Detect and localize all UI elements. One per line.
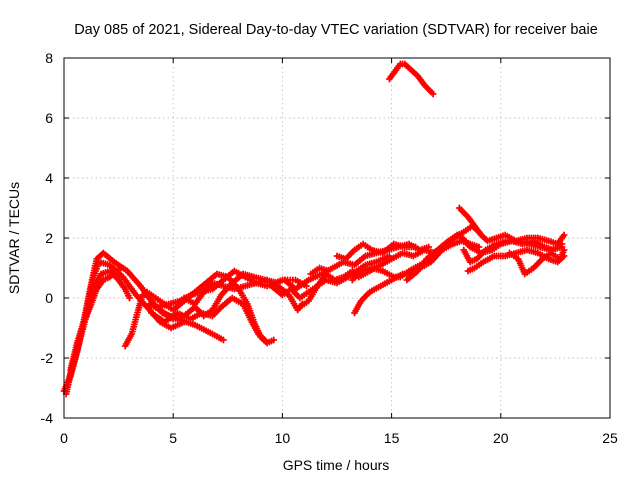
axes-ticks: 0 5 10 15 20 25 -4 -2 0 2 4 6 8 [41, 50, 618, 446]
x-tick-label: 15 [384, 430, 400, 446]
series-pass-14 [333, 240, 420, 263]
data-point-marker [324, 267, 332, 275]
data-point-marker [126, 294, 133, 302]
x-tick-label: 25 [602, 430, 618, 446]
data-point-marker [117, 264, 125, 272]
y-tick-label: 4 [45, 170, 53, 186]
series-pass-04 [67, 264, 125, 374]
data-point-marker [219, 336, 227, 344]
data-point-marker [180, 318, 188, 326]
data-point-marker [270, 336, 278, 344]
data-point-marker [429, 90, 437, 98]
y-tick-label: -4 [41, 410, 54, 426]
series-pass-21 [506, 246, 568, 278]
y-tick-label: 0 [45, 290, 53, 306]
y-tick-label: 8 [45, 50, 53, 66]
series-pass-07 [147, 294, 269, 344]
x-tick-label: 5 [169, 430, 177, 446]
x-tick-label: 0 [60, 430, 68, 446]
y-tick-label: -2 [41, 350, 54, 366]
data-point-marker [560, 231, 568, 239]
data-layer [60, 60, 568, 398]
y-axis-label: SDTVAR / TECUs [6, 182, 22, 294]
data-point-marker [412, 243, 420, 251]
y-tick-label: 6 [45, 110, 53, 126]
series-pass-13 [307, 264, 332, 278]
data-point-marker [560, 246, 568, 254]
series-pass-09 [180, 276, 306, 314]
x-axis-label: GPS time / hours [283, 457, 390, 473]
data-point-marker [425, 243, 433, 251]
data-point-marker [385, 252, 393, 260]
data-point-marker [261, 336, 269, 344]
chart-title: Day 085 of 2021, Sidereal Day-to-day VTE… [74, 22, 598, 38]
series-pass-12 [296, 252, 393, 311]
series-trace [271, 234, 467, 299]
x-tick-label: 20 [493, 430, 509, 446]
series-pass-22 [385, 60, 437, 98]
x-tick-label: 10 [275, 430, 291, 446]
series-pass-20 [460, 237, 566, 266]
y-tick-label: 2 [45, 230, 53, 246]
